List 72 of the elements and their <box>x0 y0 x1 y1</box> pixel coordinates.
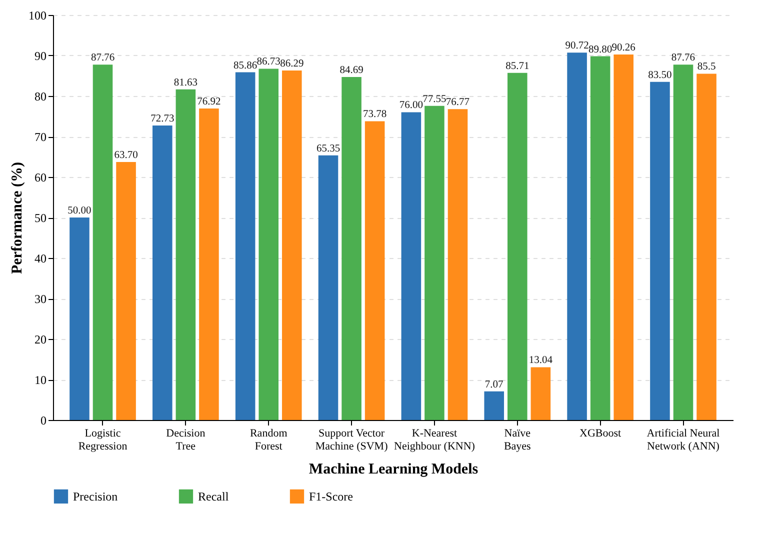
y-tick-label: 100 <box>28 8 46 22</box>
x-axis-title: Machine Learning Models <box>308 462 478 478</box>
data-label: 87.76 <box>671 52 696 64</box>
legend-label: Recall <box>198 489 230 504</box>
data-label: 72.73 <box>150 113 174 124</box>
data-label: 76.77 <box>446 97 470 108</box>
bar <box>448 109 468 420</box>
bar <box>235 72 256 420</box>
x-tick-label: Random Forest <box>250 428 288 452</box>
bar <box>484 391 504 420</box>
bar <box>282 70 302 420</box>
y-tick-label: 70 <box>34 130 46 144</box>
bar <box>152 125 172 420</box>
y-tick-label: 20 <box>34 332 46 346</box>
bar <box>590 56 610 420</box>
y-tick-label: 40 <box>34 252 46 266</box>
bar <box>530 367 551 420</box>
bar <box>650 82 670 420</box>
bar <box>364 121 385 420</box>
y-tick-label: 80 <box>34 90 46 104</box>
bar <box>199 108 219 420</box>
data-label: 86.73 <box>256 56 280 68</box>
data-label: 85.5 <box>697 62 716 73</box>
y-axis-title: Performance (%) <box>10 162 26 274</box>
y-tick-label: 30 <box>34 292 46 306</box>
data-label: 90.72 <box>565 40 589 52</box>
data-label: 73.78 <box>363 109 387 120</box>
data-label: 89.80 <box>588 44 612 56</box>
bar <box>567 52 587 420</box>
data-label: 13.04 <box>528 355 554 366</box>
y-tick-label: 0 <box>40 414 46 428</box>
bar <box>507 72 528 420</box>
y-tick-label: 50 <box>34 211 46 225</box>
bar <box>342 77 362 420</box>
bar <box>614 54 634 420</box>
data-label: 85.71 <box>506 60 530 72</box>
x-tick-label: K-Nearest Neighbour (KNN) <box>394 428 476 452</box>
bar <box>401 112 422 420</box>
x-tick-label: Logistic Regression <box>78 428 128 452</box>
data-label: 86.29 <box>280 58 304 70</box>
bar <box>176 89 196 420</box>
data-label: 83.50 <box>648 70 672 81</box>
bar <box>696 74 716 420</box>
x-tick-label: XGBoost <box>580 428 622 440</box>
bar <box>318 155 338 420</box>
data-label: 76.92 <box>197 96 221 108</box>
data-label: 85.86 <box>234 60 258 72</box>
x-tick-label: Decision Tree <box>166 428 206 452</box>
y-tick-label: 60 <box>34 170 46 184</box>
legend-label: F1-Score <box>309 489 353 504</box>
bar <box>673 64 694 420</box>
legend-label: Precision <box>73 489 118 504</box>
bar <box>116 162 136 420</box>
y-tick-label: 90 <box>34 49 46 63</box>
x-tick-label: Naïve Bayes <box>504 428 531 452</box>
data-label: 90.26 <box>612 42 636 54</box>
x-tick-label: Support Vector Machine (SVM) <box>315 428 388 452</box>
y-tick-label: 10 <box>34 373 46 387</box>
bar <box>92 64 113 420</box>
data-label: 63.70 <box>114 150 138 162</box>
data-label: 84.69 <box>340 65 364 76</box>
x-tick-label: Artificial Neural Network (ANN) <box>646 428 720 452</box>
data-label: 50.00 <box>68 206 92 216</box>
bar <box>70 218 90 420</box>
data-label: 76.00 <box>399 100 423 112</box>
data-label: 77.55 <box>422 94 446 105</box>
bar <box>424 106 444 420</box>
bar <box>258 68 279 420</box>
data-label: 65.35 <box>316 143 340 154</box>
data-label: 7.07 <box>484 379 504 390</box>
data-label: 81.63 <box>174 77 198 88</box>
data-label: 87.76 <box>90 52 115 64</box>
